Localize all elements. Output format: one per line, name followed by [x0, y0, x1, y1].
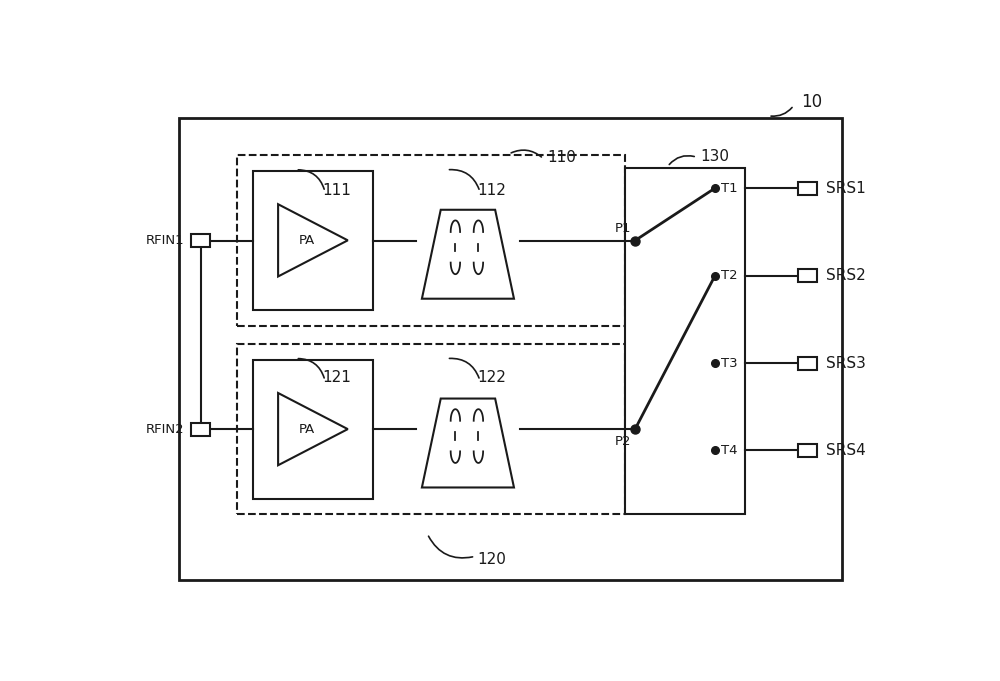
FancyBboxPatch shape [191, 234, 210, 247]
FancyBboxPatch shape [237, 344, 625, 514]
Text: 120: 120 [478, 552, 507, 567]
FancyBboxPatch shape [798, 357, 817, 370]
FancyBboxPatch shape [625, 168, 745, 514]
Text: SRS2: SRS2 [826, 268, 866, 283]
Text: SRS4: SRS4 [826, 443, 866, 458]
Text: T2: T2 [721, 269, 738, 282]
Text: PA: PA [299, 234, 315, 247]
FancyBboxPatch shape [798, 444, 817, 457]
Text: P2: P2 [615, 434, 631, 447]
Text: T1: T1 [721, 182, 738, 195]
Text: RFIN1: RFIN1 [146, 234, 185, 247]
Text: P1: P1 [615, 223, 631, 236]
FancyBboxPatch shape [253, 360, 373, 498]
Text: 112: 112 [478, 183, 507, 197]
Text: SRS1: SRS1 [826, 180, 866, 195]
FancyBboxPatch shape [237, 155, 625, 326]
Text: RFIN2: RFIN2 [146, 423, 185, 436]
Text: 10: 10 [801, 93, 822, 110]
Text: SRS3: SRS3 [826, 355, 866, 371]
Text: 122: 122 [478, 370, 507, 385]
Text: 121: 121 [323, 370, 352, 385]
FancyBboxPatch shape [179, 118, 842, 580]
FancyBboxPatch shape [798, 182, 817, 195]
FancyBboxPatch shape [798, 269, 817, 283]
Text: 130: 130 [700, 148, 729, 163]
FancyBboxPatch shape [191, 423, 210, 436]
Text: 111: 111 [323, 183, 352, 197]
Text: T4: T4 [721, 444, 738, 457]
Text: T3: T3 [721, 357, 738, 370]
FancyBboxPatch shape [253, 171, 373, 310]
Text: PA: PA [299, 423, 315, 436]
Text: 110: 110 [547, 151, 576, 165]
